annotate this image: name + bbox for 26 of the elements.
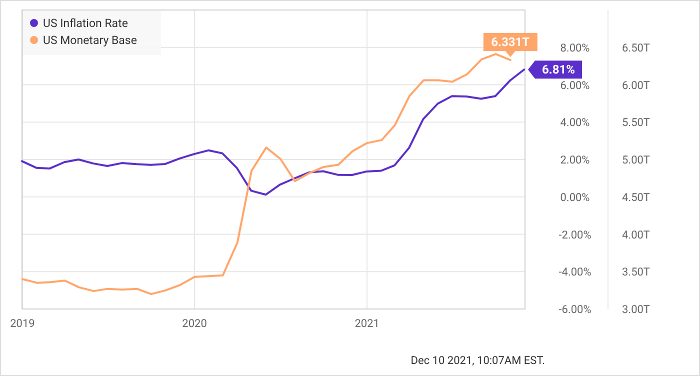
data-label: 6.331T (491, 35, 530, 50)
y2-tick-label: 5.00T (622, 154, 650, 166)
y2-tick-label: 6.00T (622, 78, 650, 92)
y2-tick-label: 4.50T (622, 190, 650, 204)
legend-label: US Inflation Rate (43, 16, 128, 30)
y-tick-label: 4.00% (560, 116, 590, 130)
y-tick-label: 6.00% (560, 78, 590, 92)
y-tick-label: -6.00% (558, 303, 592, 316)
y-tick-label: -4.00% (558, 266, 592, 279)
x-tick-label: 2021 (354, 317, 380, 330)
line-series (21, 68, 526, 196)
y2-tick-label: 6.50T (622, 41, 650, 54)
data-label: 6.81% (542, 62, 576, 77)
y-tick-label: 2.00% (560, 154, 590, 166)
legend-label: US Monetary Base (43, 33, 137, 47)
y2-tick-label: 4.00T (622, 228, 650, 242)
y-tick-label: 0.00% (560, 190, 590, 204)
x-tick-label: 2019 (10, 317, 35, 330)
x-tick-label: 2020 (182, 317, 207, 330)
y2-tick-label: 3.00T (622, 303, 650, 316)
text: Dec 10 2021, 10:07AM EST. (410, 354, 546, 367)
y-tick-label: 8.00% (560, 41, 590, 54)
y2-tick-label: 3.50T (622, 266, 650, 279)
y2-tick-label: 5.50T (622, 116, 650, 130)
line-series (21, 53, 512, 296)
y-tick-label: -2.00% (558, 228, 592, 242)
